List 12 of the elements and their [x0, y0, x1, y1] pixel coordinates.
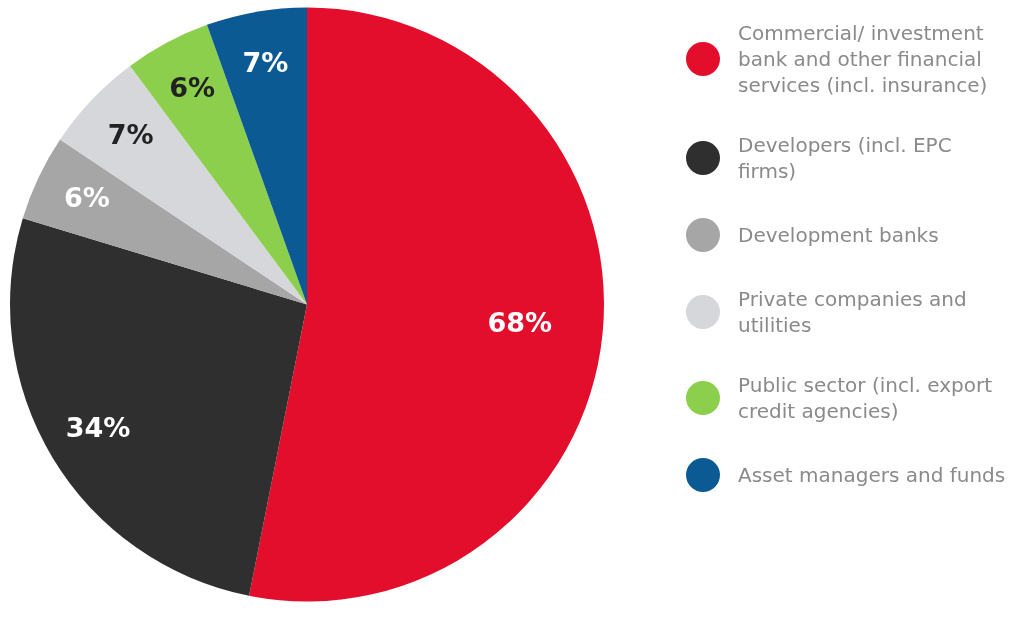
data-label: 34%: [65, 411, 131, 443]
legend-label: Private companies and utilities: [738, 286, 968, 338]
data-label: 6%: [169, 71, 216, 103]
legend-label: Asset managers and funds: [738, 462, 1007, 488]
data-label: 7%: [107, 118, 154, 150]
legend-label: Public sector (incl. export credit agencies): [738, 372, 993, 424]
data-label: 7%: [242, 46, 289, 78]
data-label: 6%: [63, 182, 110, 214]
legend-label: Development banks: [738, 222, 940, 248]
data-label: 68%: [487, 307, 553, 339]
legend-label: Commercial/ investment bank and other financial services (incl. insurance): [738, 20, 989, 98]
legend-label: Developers (incl. EPC firms): [738, 132, 953, 184]
